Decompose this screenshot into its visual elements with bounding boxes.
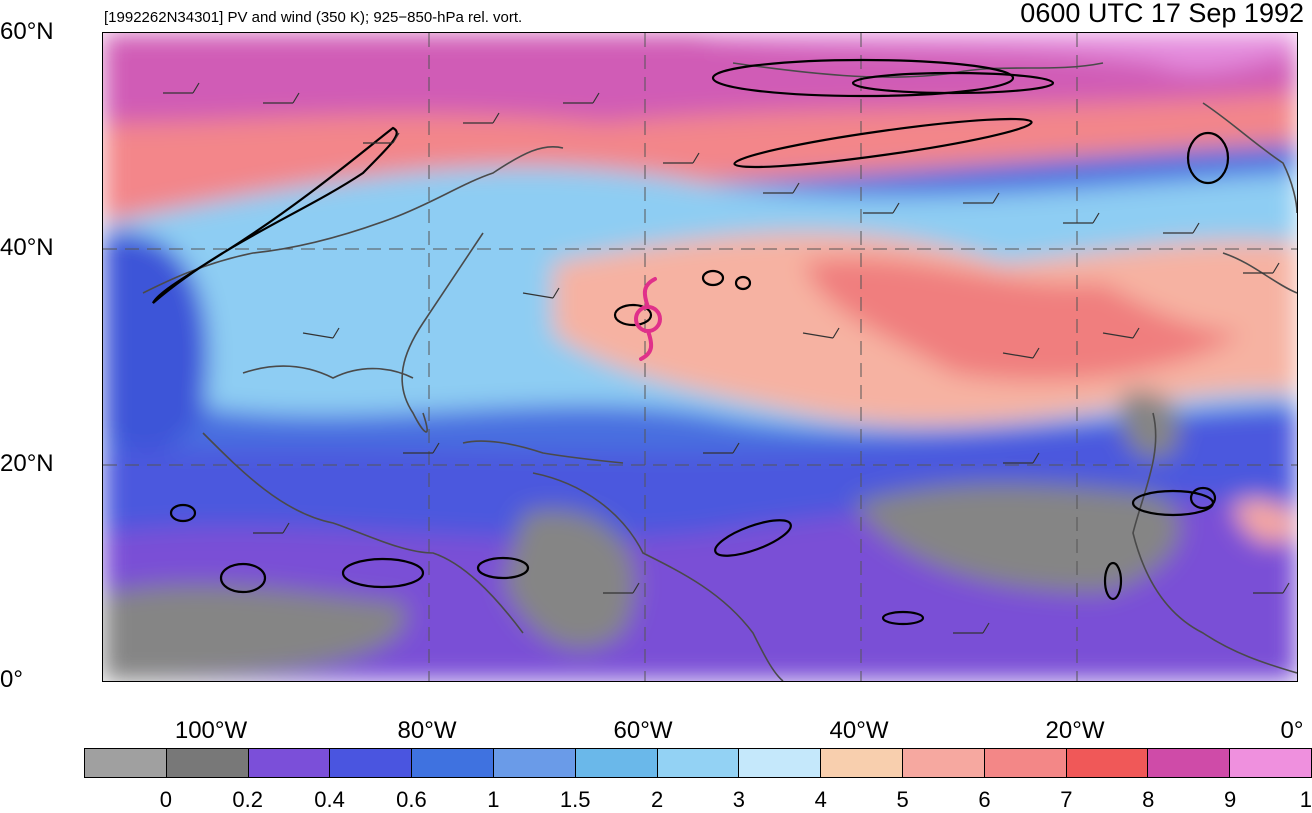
plot-subtitle: [1992262N34301] PV and wind (350 K); 925… — [104, 9, 523, 26]
colorbar — [84, 748, 1312, 778]
colorbar-tick-label: 0.6 — [396, 787, 427, 812]
colorbar-tick-label: 9 — [1224, 787, 1237, 812]
colorbar-swatch — [248, 749, 331, 777]
colorbar-swatch — [412, 749, 494, 777]
lon-label-20w: 20°W — [1045, 717, 1105, 744]
lat-label-0: 0° — [0, 666, 23, 693]
plot-timestamp: 0600 UTC 17 Sep 1992 — [1020, 0, 1304, 28]
tropical-cyclone-icon — [634, 277, 662, 361]
colorbar-swatch — [1066, 749, 1149, 777]
colorbar-swatch — [493, 749, 576, 777]
colorbar-swatch — [166, 749, 249, 777]
colorbar-tick-label: 0.4 — [314, 787, 345, 812]
colorbar-swatch — [657, 749, 740, 777]
colorbar-swatch — [85, 749, 167, 777]
wind-barbs — [163, 82, 1290, 634]
map-panel — [102, 32, 1298, 682]
colorbar-tick-label: 4 — [814, 787, 827, 812]
colorbar-tick-label: 3 — [732, 787, 746, 812]
vorticity-contours — [152, 58, 1230, 626]
colorbar-tick-label: 2 — [650, 787, 664, 812]
coastlines — [142, 62, 1297, 681]
colorbar-tick-label: 6 — [978, 787, 991, 812]
colorbar-swatch — [821, 749, 903, 777]
colorbar-swatch — [902, 749, 985, 777]
colorbar-tick-label: 0 — [159, 787, 172, 812]
lon-label-60w: 60°W — [613, 717, 673, 744]
pv-shading — [103, 33, 1297, 681]
colorbar-swatch — [575, 749, 658, 777]
lon-label-80w: 80°W — [397, 717, 457, 744]
colorbar-swatch — [330, 749, 413, 777]
lon-label-40w: 40°W — [829, 717, 889, 744]
lon-label-0: 0° — [1280, 717, 1304, 744]
colorbar-tick-label: 1 — [487, 787, 500, 812]
colorbar-tick-label: 8 — [1142, 787, 1155, 812]
colorbar-tick-label: 0.2 — [232, 787, 264, 812]
colorbar-tick-label: 10 — [1299, 787, 1312, 812]
graticule — [103, 33, 1297, 681]
colorbar-swatch — [739, 749, 822, 777]
lat-label-40n: 40°N — [0, 234, 54, 261]
colorbar-tick-label: 7 — [1060, 787, 1073, 812]
colorbar-swatch — [1148, 749, 1231, 777]
colorbar-tick-label: 1.5 — [559, 787, 591, 812]
colorbar-swatch — [1230, 749, 1311, 777]
lat-label-20n: 20°N — [0, 450, 54, 477]
colorbar-swatch — [984, 749, 1067, 777]
colorbar-tick-label: 5 — [896, 787, 909, 812]
lon-label-100w: 100°W — [174, 717, 248, 744]
map-field — [103, 33, 1297, 681]
lat-label-60n: 60°N — [0, 18, 54, 45]
